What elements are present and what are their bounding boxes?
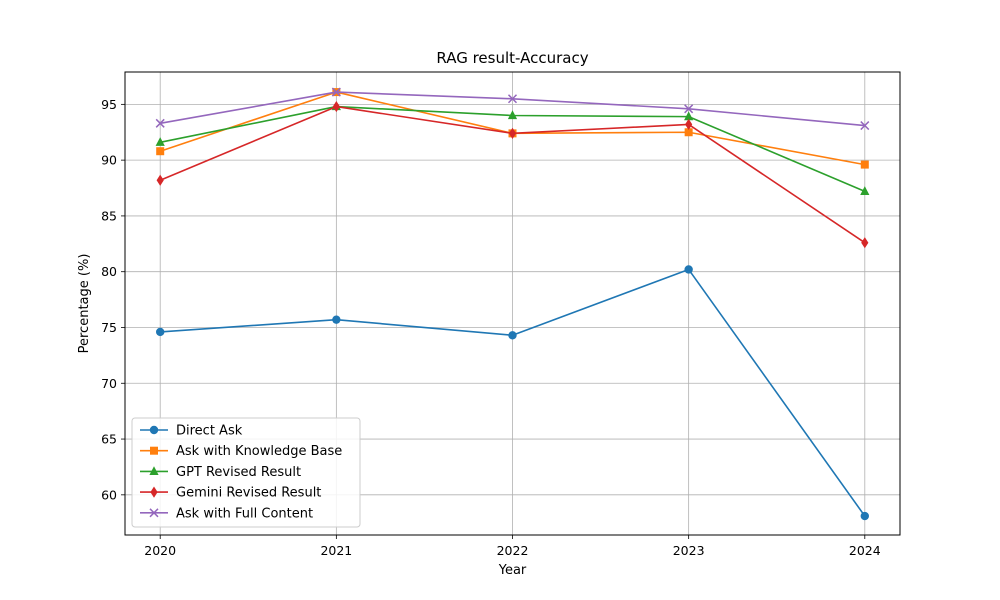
- legend-item: GPT Revised Result: [140, 465, 301, 480]
- x-tick-label: 2021: [320, 543, 352, 558]
- data-point: [685, 118, 693, 131]
- series-3: [155, 101, 870, 195]
- y-tick-label: 80: [101, 264, 117, 279]
- data-point: [331, 87, 341, 97]
- data-point: [332, 315, 341, 324]
- legend-label: Ask with Full Content: [176, 506, 313, 521]
- legend-item: Ask with Knowledge Base: [140, 444, 342, 459]
- data-point: [861, 237, 869, 249]
- y-tick-label: 90: [101, 153, 117, 168]
- data-point: [508, 331, 517, 340]
- legend-label: Direct Ask: [176, 424, 243, 439]
- chart-title: RAG result-Accuracy: [436, 49, 588, 67]
- y-tick-label: 70: [101, 376, 117, 391]
- data-point: [860, 186, 870, 195]
- data-point: [156, 327, 165, 337]
- y-tick-label: 85: [101, 208, 117, 223]
- data-point: [860, 121, 870, 131]
- series-lines: [155, 87, 870, 521]
- data-point: [860, 160, 869, 169]
- series-5: [155, 87, 870, 131]
- legend-item: Direct Ask: [140, 424, 243, 439]
- y-tick-label: 95: [101, 97, 117, 112]
- legend-label: GPT Revised Result: [176, 465, 301, 480]
- x-tick-label: 2024: [849, 543, 881, 558]
- x-tick-label: 2022: [497, 543, 529, 558]
- legend-box: [131, 417, 361, 528]
- data-point: [684, 128, 693, 137]
- legend-marker: [149, 466, 159, 475]
- legend-item: Gemini Revised Result: [140, 486, 321, 501]
- series-4: [156, 100, 869, 249]
- y-tick-label: 75: [101, 320, 117, 335]
- y-tick-label: 60: [101, 487, 117, 502]
- legend: Direct Ask Ask with Knowledge Base GPT Rev…: [131, 417, 361, 528]
- series-1: [156, 265, 869, 521]
- legend-item: Ask with Full Content: [140, 506, 313, 521]
- x-tick-label: 2023: [673, 543, 705, 558]
- y-tick-label: 65: [101, 432, 117, 447]
- data-point: [860, 511, 869, 521]
- data-point: [332, 100, 340, 113]
- data-point: [684, 104, 694, 114]
- legend-label: Gemini Revised Result: [176, 486, 321, 501]
- legend-marker: [149, 425, 159, 435]
- data-point: [156, 147, 165, 156]
- legend-marker: [150, 486, 158, 498]
- data-point: [684, 265, 693, 274]
- data-point: [155, 137, 165, 146]
- data-point: [684, 111, 694, 121]
- x-tick-label: 2020: [144, 543, 176, 558]
- legend-label: Ask with Knowledge Base: [176, 444, 342, 459]
- legend-marker: [149, 508, 159, 518]
- data-point: [155, 118, 165, 128]
- data-point: [508, 127, 517, 139]
- data-point: [156, 174, 164, 186]
- y-axis-label: Percentage (%): [77, 254, 92, 354]
- x-axis-label: Year: [498, 563, 527, 578]
- data-point: [507, 110, 518, 120]
- data-point: [507, 94, 518, 104]
- axis-ticks: 2020 2021 2022 2023 2024 60 65 70 75 80 85 90 95: [101, 97, 881, 558]
- legend-marker: [150, 446, 158, 455]
